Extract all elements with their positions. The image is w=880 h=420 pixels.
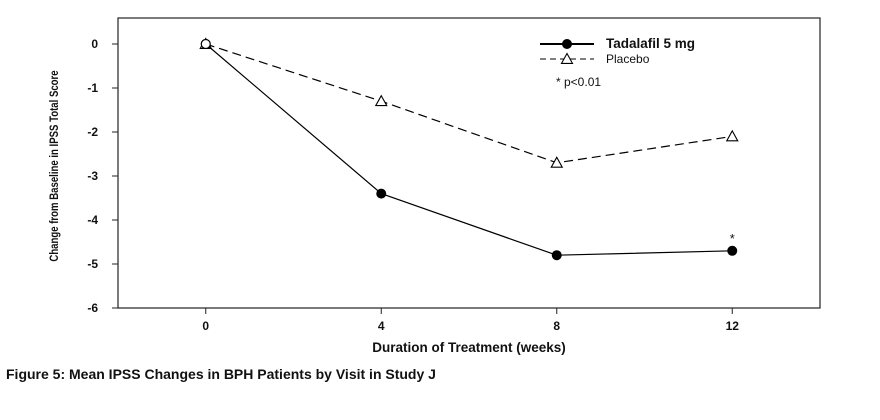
plot-frame (117, 17, 821, 309)
y-tick-label: -5 (87, 257, 98, 271)
legend-note: * p<0.01 (556, 75, 601, 89)
x-axis-ticks: 0 4 8 12 (202, 308, 739, 333)
legend-marker (560, 52, 574, 64)
x-tick-label: 4 (378, 319, 385, 333)
y-tick-label: -2 (87, 125, 98, 139)
data-point (200, 38, 211, 50)
data-point (725, 129, 739, 142)
data-point (551, 250, 562, 261)
legend-label: Tadalafil 5 mg (606, 36, 695, 51)
data-point (727, 245, 738, 256)
significance-annotation: * (730, 231, 735, 246)
y-tick-label: 0 (91, 37, 98, 51)
figure-caption: Figure 5: Mean IPSS Changes in BPH Patie… (6, 366, 436, 382)
data-point (376, 188, 387, 199)
y-axis-title: Change from Baseline in IPSS Total Score (48, 70, 61, 261)
chart: 0 -1 -2 -3 -4 -5 -6 0 4 8 12 * Tadalafil 5 mgPlac… (48, 17, 821, 355)
series-line (205, 43, 733, 256)
series-line (205, 43, 733, 164)
series-layer (199, 37, 739, 261)
annotation-layer: * (730, 231, 735, 246)
data-point (550, 156, 564, 168)
y-tick-label: -1 (87, 81, 98, 95)
x-tick-label: 8 (553, 319, 560, 333)
x-tick-label: 12 (726, 319, 740, 333)
x-tick-label: 0 (202, 319, 209, 333)
legend-marker (562, 39, 572, 49)
y-tick-label: -3 (87, 169, 98, 183)
x-axis-title: Duration of Treatment (weeks) (372, 340, 566, 355)
y-tick-label: -6 (87, 301, 98, 315)
legend-label: Placebo (606, 52, 650, 66)
data-point (374, 94, 388, 107)
y-tick-label: -4 (87, 213, 98, 227)
y-axis-ticks: 0 -1 -2 -3 -4 -5 -6 (87, 37, 118, 315)
